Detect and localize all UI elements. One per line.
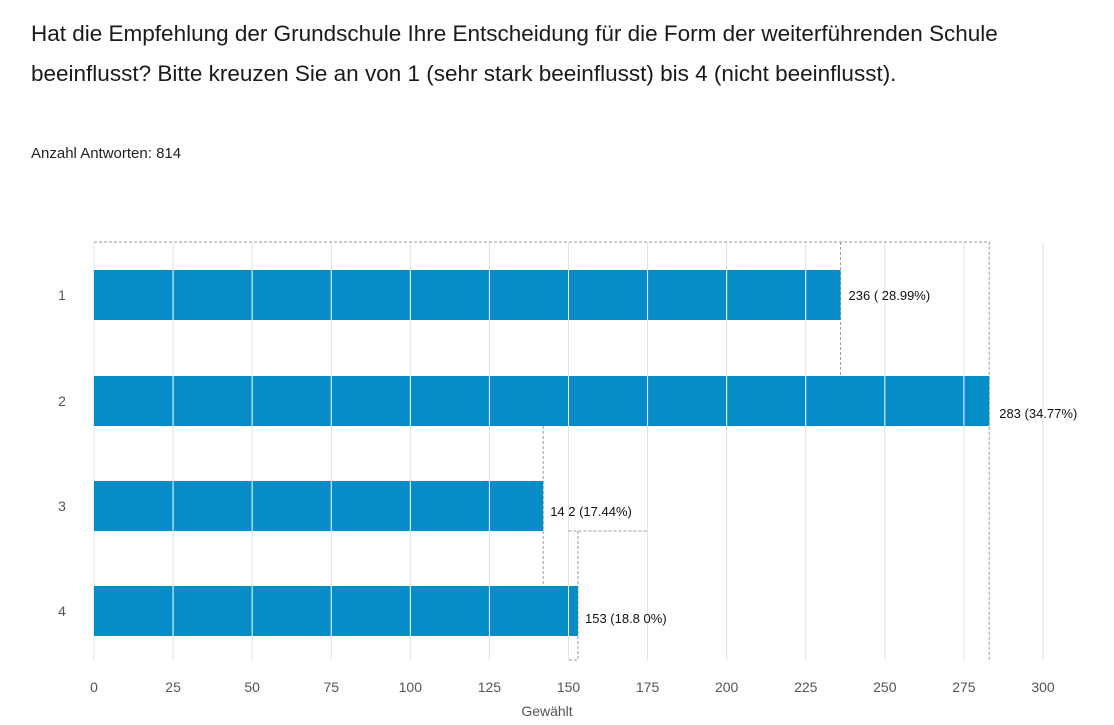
- guide-bar-2: [94, 241, 990, 660]
- x-tick-label-250: 250: [873, 679, 897, 695]
- bar-4: [94, 586, 578, 636]
- category-label-3: 3: [58, 498, 66, 514]
- x-tick-label-50: 50: [244, 679, 260, 695]
- data-label-3: 14 2 (17.44%): [550, 504, 632, 519]
- bar-3: [94, 481, 544, 531]
- response-count: Anzahl Antworten: 814: [31, 145, 182, 162]
- bars: [94, 270, 990, 636]
- data-label-4: 153 (18.8 0%): [585, 611, 667, 626]
- x-tick-label-125: 125: [478, 679, 502, 695]
- category-label-2: 2: [58, 393, 66, 409]
- x-tick-label-100: 100: [399, 679, 423, 695]
- category-label-1: 1: [58, 287, 66, 303]
- x-tick-label-0: 0: [90, 679, 98, 695]
- x-tick-label-300: 300: [1031, 679, 1055, 695]
- category-labels: 1 2 3 4: [58, 287, 66, 619]
- bar-1: [94, 270, 841, 320]
- data-label-2: 283 (34.77%): [999, 406, 1077, 421]
- data-label-1: 236 ( 28.99%): [849, 288, 931, 303]
- x-tick-label-175: 175: [636, 679, 660, 695]
- data-labels: 236 ( 28.99%) 283 (34.77%) 14 2 (17.44%) 15…: [550, 288, 1077, 626]
- bar-2: [94, 376, 990, 426]
- x-tick-label-75: 75: [323, 679, 339, 695]
- x-tick-label-25: 25: [165, 679, 181, 695]
- x-tick-label-150: 150: [557, 679, 581, 695]
- x-tick-label-200: 200: [715, 679, 739, 695]
- question-title: Hat die Empfehlung der Grundschule Ihre …: [31, 21, 998, 86]
- x-tick-label-225: 225: [794, 679, 818, 695]
- x-axis-title: Gewählt: [521, 703, 572, 719]
- x-tick-labels: 0 25 50 75 100 125 150 175 200 225 250 275 300: [90, 679, 1055, 695]
- guide-bar-4: [568, 531, 579, 661]
- x-tick-label-275: 275: [952, 679, 976, 695]
- category-label-4: 4: [58, 603, 66, 619]
